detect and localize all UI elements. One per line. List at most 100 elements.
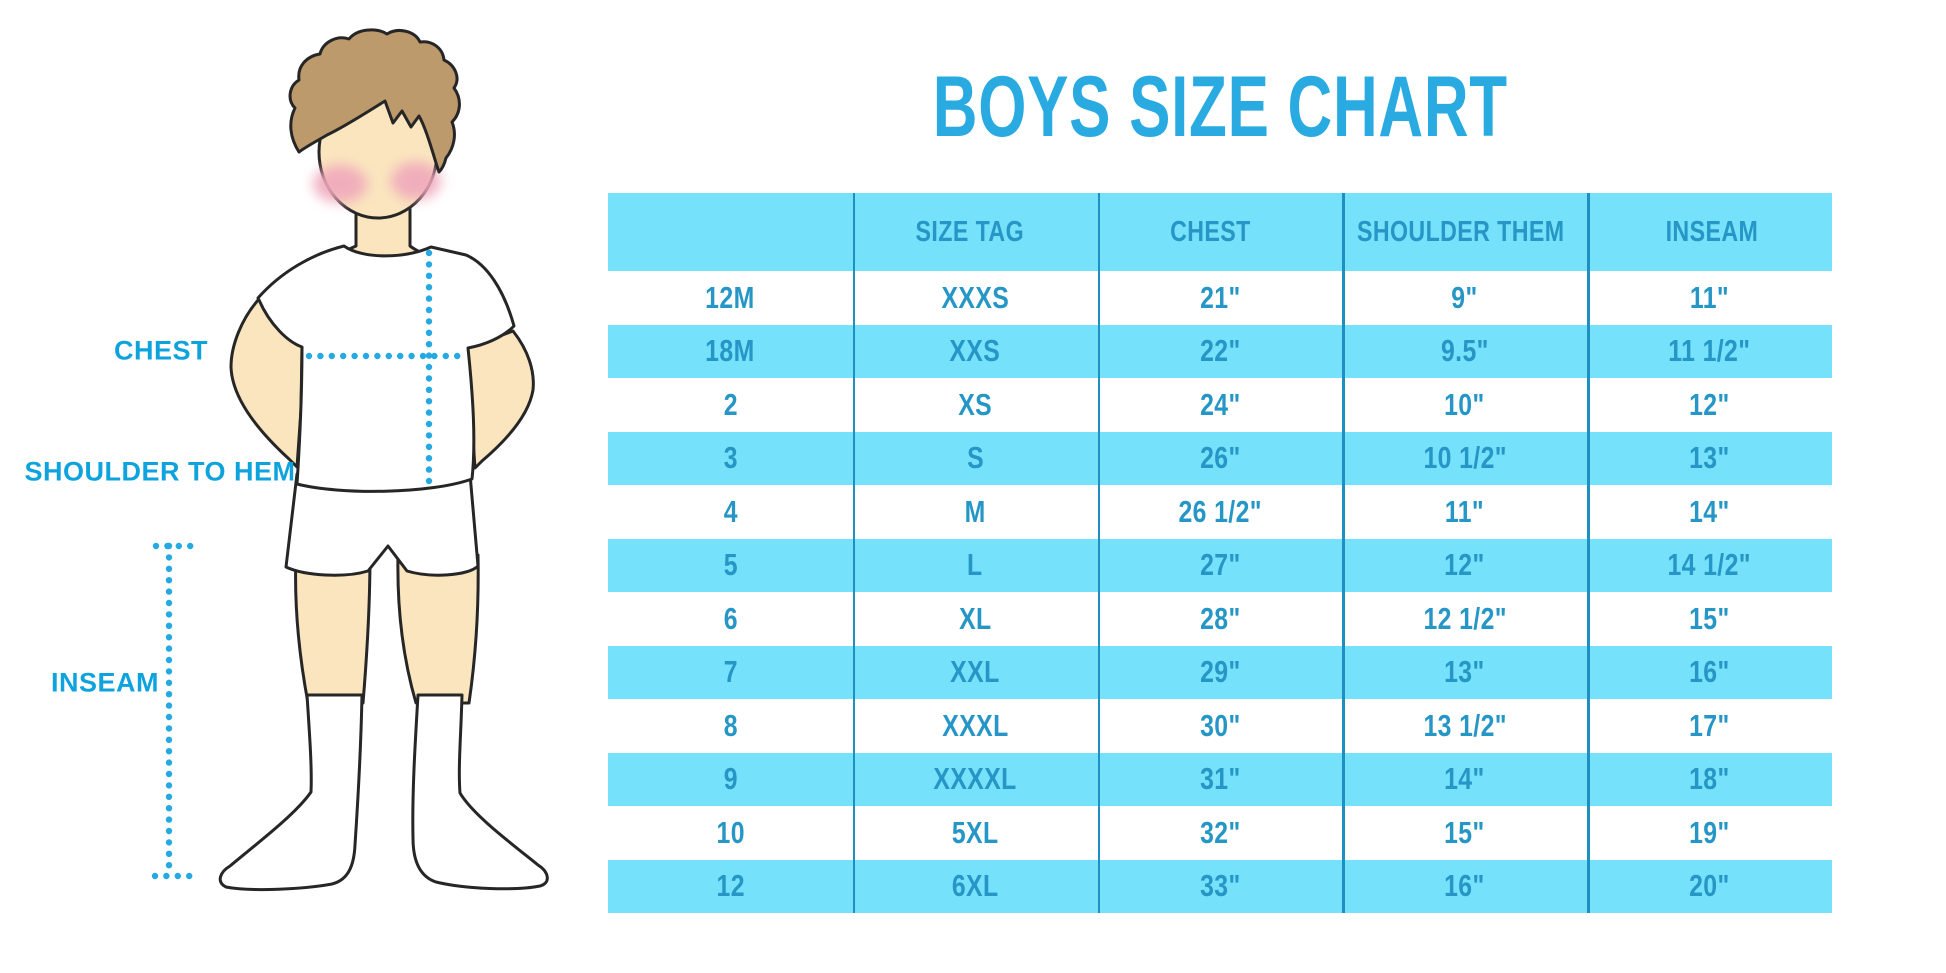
cell-shoulder: 16" — [1342, 860, 1587, 914]
cell-text: XXXS — [941, 279, 1010, 315]
cell-chest: 21" — [1098, 271, 1343, 325]
boy-sock-left — [218, 693, 364, 892]
cell-inseam: 17" — [1587, 699, 1832, 753]
cell-text: 11 1/2" — [1668, 333, 1751, 369]
column-header-text: INSEAM — [1665, 215, 1758, 248]
page-title-text: BOYS SIZE CHART — [932, 59, 1508, 155]
column-header-chest: CHEST — [1090, 193, 1331, 271]
cell-text: 27" — [1199, 547, 1241, 583]
column-header-shoulder-them: SHOULDER THEM — [1331, 193, 1590, 271]
cell-size-tag: XS — [853, 378, 1098, 432]
cell-text: 12" — [1444, 547, 1486, 583]
cell-text: 12 — [716, 868, 745, 904]
cell-size: 18M — [608, 325, 853, 379]
table-row: 6 XL 28" 12 1/2" 15" — [608, 592, 1832, 646]
cell-size-tag: XXXS — [853, 271, 1098, 325]
cell-shoulder: 10" — [1342, 378, 1587, 432]
cell-shoulder: 12 1/2" — [1342, 592, 1587, 646]
cell-text: 26" — [1199, 440, 1241, 476]
cell-text: 10 — [716, 814, 745, 850]
cell-inseam: 11 1/2" — [1587, 325, 1832, 379]
cell-text: 13" — [1689, 440, 1730, 476]
cell-chest: 28" — [1098, 592, 1343, 646]
cell-text: 9" — [1451, 279, 1478, 315]
shoulder-to-hem-label: SHOULDER TO HEM — [24, 456, 296, 487]
cell-text: XXXL — [942, 707, 1009, 743]
cell-size: 5 — [608, 539, 853, 593]
cell-text: XXXXL — [933, 761, 1017, 797]
cell-size-tag: 5XL — [853, 806, 1098, 860]
cell-shoulder: 9" — [1342, 271, 1587, 325]
cell-text: 2 — [723, 386, 738, 422]
cell-size: 9 — [608, 753, 853, 807]
table-row: 8 XXXL 30" 13 1/2" 17" — [608, 699, 1832, 753]
cell-chest: 24" — [1098, 378, 1343, 432]
boy-leg-right — [396, 553, 480, 705]
cell-chest: 29" — [1098, 646, 1343, 700]
cell-text: 32" — [1199, 814, 1241, 850]
cell-text: 29" — [1199, 654, 1241, 690]
table-row: 12 6XL 33" 16" 20" — [608, 859, 1832, 914]
cell-size: 2 — [608, 378, 853, 432]
cell-chest: 26" — [1098, 432, 1343, 486]
cell-text: 16" — [1689, 654, 1730, 690]
boy-cheek-right — [391, 162, 441, 200]
page-title: BOYS SIZE CHART — [608, 64, 1832, 175]
column-header-text: CHEST — [1170, 215, 1252, 248]
cell-text: 6 — [723, 600, 738, 636]
boy-arm-right — [465, 329, 535, 470]
cell-chest: 30" — [1098, 699, 1343, 753]
column-header-size-tag: SIZE TAG — [849, 193, 1090, 271]
cell-text: XS — [958, 386, 993, 422]
table-row: 9 XXXXL 31" 14" 18" — [608, 752, 1832, 807]
cell-size-tag: XXXXL — [853, 753, 1098, 807]
cell-text: 5XL — [951, 814, 999, 850]
cell-text: 26 1/2" — [1178, 493, 1262, 529]
cell-size: 12M — [608, 271, 853, 325]
cell-text: 22" — [1199, 333, 1241, 369]
cell-inseam: 14" — [1587, 485, 1832, 539]
cell-text: 18" — [1689, 761, 1730, 797]
table-row: 2 XS 24" 10" 12" — [608, 378, 1832, 432]
table-row: 5 L 27" 12" 14 1/2" — [608, 538, 1832, 593]
cell-size: 6 — [608, 592, 853, 646]
cell-text: 4 — [723, 493, 738, 529]
size-table: SIZE TAG CHEST SHOULDER THEM INSEAM 12M … — [608, 193, 1832, 913]
cell-inseam: 11" — [1587, 271, 1832, 325]
cell-shoulder: 10 1/2" — [1342, 432, 1587, 486]
boy-arm-left — [229, 297, 304, 469]
cell-text: 11" — [1445, 493, 1485, 529]
column-header-text: SIZE TAG — [915, 215, 1024, 248]
cell-shoulder: 11" — [1342, 485, 1587, 539]
table-body: 12M XXXS 21" 9" 11" 18M XXS 22" 9.5" 11 … — [608, 271, 1832, 913]
cell-inseam: 19" — [1587, 806, 1832, 860]
cell-text: 33" — [1199, 868, 1241, 904]
cell-size: 10 — [608, 806, 853, 860]
cell-size: 3 — [608, 432, 853, 486]
cell-text: 15" — [1689, 600, 1730, 636]
cell-size-tag: L — [853, 539, 1098, 593]
cell-text: 28" — [1199, 600, 1241, 636]
boy-hair — [288, 28, 461, 174]
cell-size-tag: XXS — [853, 325, 1098, 379]
cell-shoulder: 12" — [1342, 539, 1587, 593]
cell-text: 7 — [723, 654, 738, 690]
cell-text: XXL — [950, 654, 1000, 690]
boy-illustration — [151, 28, 549, 892]
cell-inseam: 18" — [1587, 753, 1832, 807]
cell-chest: 22" — [1098, 325, 1343, 379]
cell-inseam: 12" — [1587, 378, 1832, 432]
table-row: 18M XXS 22" 9.5" 11 1/2" — [608, 324, 1832, 379]
cell-size-tag: XL — [853, 592, 1098, 646]
cell-text: 20" — [1689, 868, 1730, 904]
cell-chest: 31" — [1098, 753, 1343, 807]
column-divider — [852, 193, 856, 913]
cell-inseam: 13" — [1587, 432, 1832, 486]
column-header-inseam: INSEAM — [1591, 193, 1832, 271]
table-row: 12M XXXS 21" 9" 11" — [608, 271, 1832, 325]
cell-text: XL — [958, 600, 992, 636]
cell-text: 24" — [1199, 386, 1241, 422]
cell-size: 7 — [608, 646, 853, 700]
boy-tshirt — [256, 244, 516, 493]
